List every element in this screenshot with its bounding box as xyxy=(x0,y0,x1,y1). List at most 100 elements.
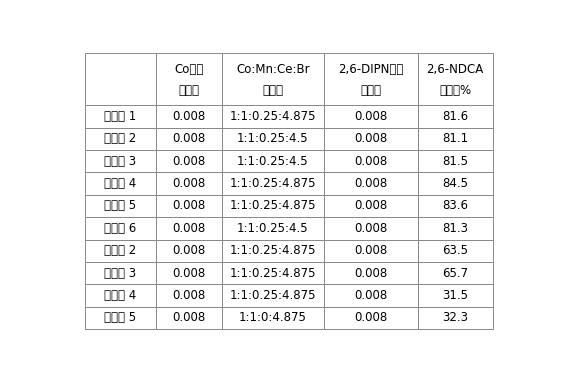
Text: Co与水: Co与水 xyxy=(174,63,203,76)
Bar xyxy=(324,307,417,329)
Bar xyxy=(417,262,493,284)
Text: 摩尔比: 摩尔比 xyxy=(178,84,199,97)
Text: 1:1:0.25:4.875: 1:1:0.25:4.875 xyxy=(230,289,316,302)
Bar xyxy=(222,172,324,195)
Text: 1:1:0.25:4.875: 1:1:0.25:4.875 xyxy=(230,244,316,257)
Text: 0.008: 0.008 xyxy=(354,200,387,212)
Text: 0.008: 0.008 xyxy=(172,289,205,302)
Bar xyxy=(85,240,155,262)
Bar xyxy=(417,127,493,150)
Bar xyxy=(85,127,155,150)
Bar xyxy=(155,195,222,217)
Bar xyxy=(155,284,222,307)
Bar xyxy=(417,284,493,307)
Bar xyxy=(155,127,222,150)
Text: 0.008: 0.008 xyxy=(172,177,205,190)
Bar xyxy=(222,150,324,172)
Bar xyxy=(324,105,417,127)
Text: 0.008: 0.008 xyxy=(354,132,387,145)
Text: 81.5: 81.5 xyxy=(442,155,468,168)
Bar xyxy=(417,307,493,329)
Text: 实施例 2: 实施例 2 xyxy=(104,132,136,145)
Text: 84.5: 84.5 xyxy=(442,177,468,190)
Bar xyxy=(222,105,324,127)
Text: 1:1:0.25:4.875: 1:1:0.25:4.875 xyxy=(230,177,316,190)
Bar xyxy=(324,195,417,217)
Text: 1:1:0.25:4.5: 1:1:0.25:4.5 xyxy=(237,132,309,145)
Bar xyxy=(324,217,417,240)
Bar xyxy=(85,53,155,105)
Text: 比较例 3: 比较例 3 xyxy=(104,266,136,280)
Text: 2,6-DIPN与水: 2,6-DIPN与水 xyxy=(338,63,403,76)
Text: 1:1:0.25:4.875: 1:1:0.25:4.875 xyxy=(230,266,316,280)
Bar xyxy=(417,53,493,105)
Text: 31.5: 31.5 xyxy=(442,289,468,302)
Bar xyxy=(324,150,417,172)
Bar xyxy=(155,53,222,105)
Text: Co:Mn:Ce:Br: Co:Mn:Ce:Br xyxy=(236,63,310,76)
Text: 0.008: 0.008 xyxy=(172,132,205,145)
Text: 1:1:0.25:4.875: 1:1:0.25:4.875 xyxy=(230,110,316,123)
Text: 0.008: 0.008 xyxy=(354,110,387,123)
Bar xyxy=(417,217,493,240)
Text: 63.5: 63.5 xyxy=(442,244,468,257)
Text: 32.3: 32.3 xyxy=(442,311,468,324)
Bar xyxy=(417,150,493,172)
Text: 实施例 5: 实施例 5 xyxy=(104,200,136,212)
Bar xyxy=(417,240,493,262)
Bar xyxy=(155,307,222,329)
Text: 实施例 1: 实施例 1 xyxy=(104,110,136,123)
Text: 0.008: 0.008 xyxy=(172,311,205,324)
Bar xyxy=(417,172,493,195)
Bar xyxy=(155,262,222,284)
Text: 比较例 5: 比较例 5 xyxy=(104,311,136,324)
Bar xyxy=(155,217,222,240)
Text: 实施例 3: 实施例 3 xyxy=(104,155,136,168)
Bar xyxy=(324,53,417,105)
Bar xyxy=(222,53,324,105)
Text: 0.008: 0.008 xyxy=(172,155,205,168)
Text: 1:1:0.25:4.5: 1:1:0.25:4.5 xyxy=(237,222,309,235)
Bar xyxy=(324,262,417,284)
Bar xyxy=(324,284,417,307)
Bar xyxy=(417,105,493,127)
Bar xyxy=(222,262,324,284)
Bar xyxy=(155,150,222,172)
Text: 比较例 2: 比较例 2 xyxy=(104,244,136,257)
Bar xyxy=(324,172,417,195)
Text: 0.008: 0.008 xyxy=(172,200,205,212)
Text: 收率，%: 收率，% xyxy=(439,84,471,97)
Bar xyxy=(85,105,155,127)
Text: 65.7: 65.7 xyxy=(442,266,468,280)
Text: 83.6: 83.6 xyxy=(442,200,468,212)
Bar xyxy=(222,240,324,262)
Text: 摩尔比: 摩尔比 xyxy=(360,84,382,97)
Bar xyxy=(222,127,324,150)
Text: 0.008: 0.008 xyxy=(354,266,387,280)
Text: 实施例 4: 实施例 4 xyxy=(104,177,136,190)
Bar xyxy=(222,217,324,240)
Text: 0.008: 0.008 xyxy=(354,222,387,235)
Text: 0.008: 0.008 xyxy=(354,155,387,168)
Text: 0.008: 0.008 xyxy=(354,244,387,257)
Text: 0.008: 0.008 xyxy=(354,311,387,324)
Bar xyxy=(417,195,493,217)
Bar xyxy=(222,284,324,307)
Text: 1:1:0.25:4.875: 1:1:0.25:4.875 xyxy=(230,200,316,212)
Text: 1:1:0:4.875: 1:1:0:4.875 xyxy=(239,311,307,324)
Text: 81.6: 81.6 xyxy=(442,110,468,123)
Text: 实施例 6: 实施例 6 xyxy=(104,222,136,235)
Text: 81.3: 81.3 xyxy=(442,222,468,235)
Bar xyxy=(155,105,222,127)
Text: 1:1:0.25:4.5: 1:1:0.25:4.5 xyxy=(237,155,309,168)
Bar xyxy=(85,217,155,240)
Bar xyxy=(85,284,155,307)
Bar xyxy=(324,240,417,262)
Bar xyxy=(222,195,324,217)
Text: 0.008: 0.008 xyxy=(172,110,205,123)
Bar xyxy=(85,150,155,172)
Text: 0.008: 0.008 xyxy=(172,222,205,235)
Text: 0.008: 0.008 xyxy=(354,177,387,190)
Text: 比较例 4: 比较例 4 xyxy=(104,289,136,302)
Text: 0.008: 0.008 xyxy=(172,266,205,280)
